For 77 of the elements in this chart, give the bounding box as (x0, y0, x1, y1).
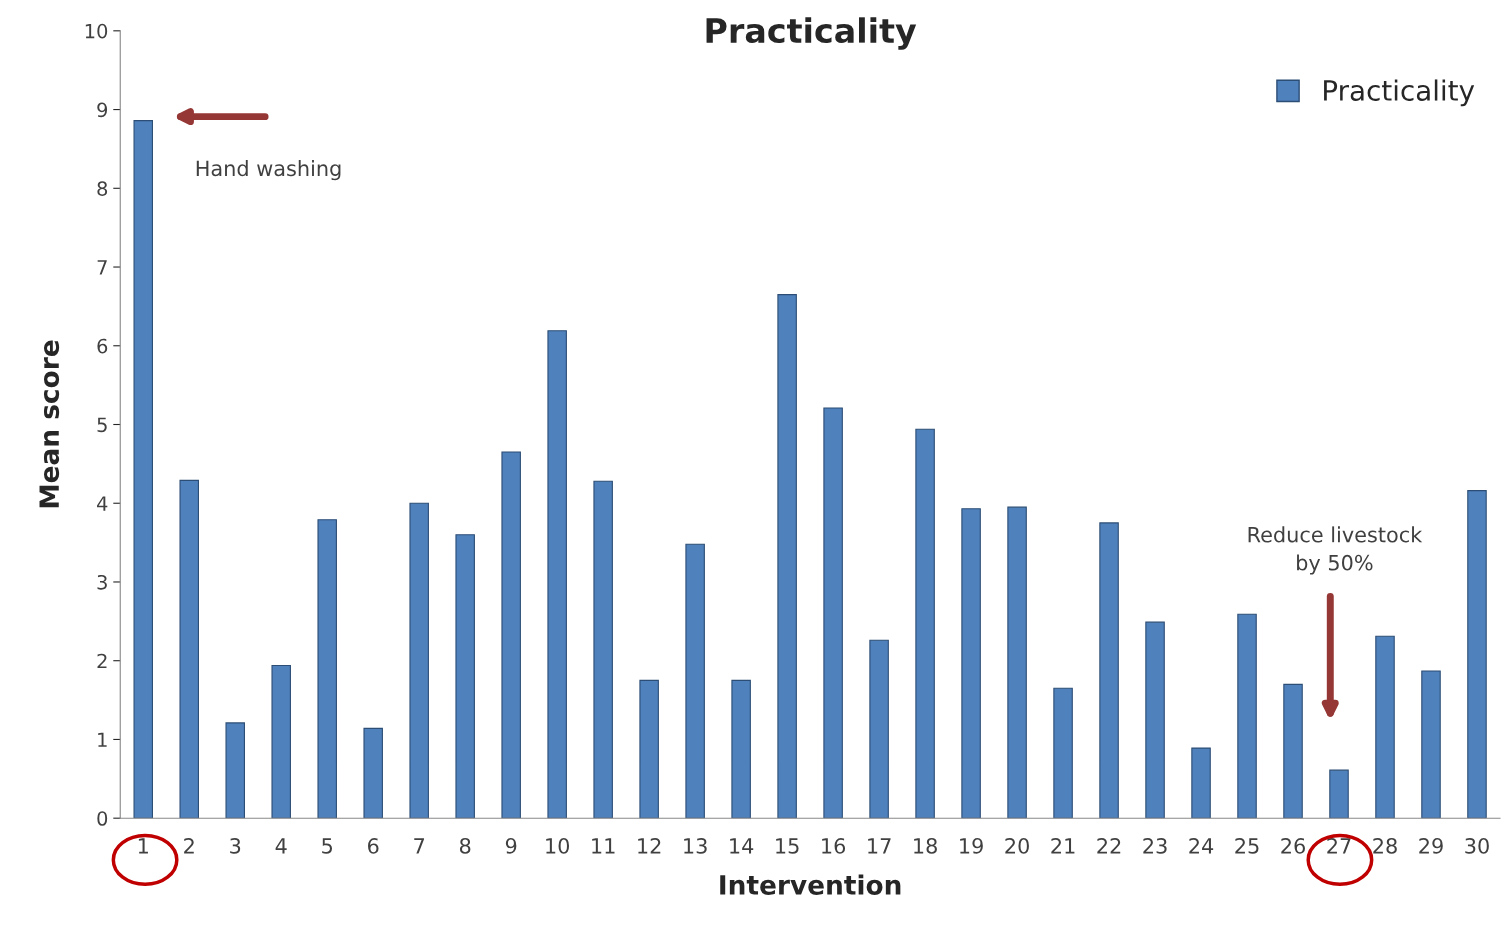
x-axis-title: Intervention (720, 874, 901, 895)
bar (271, 664, 291, 819)
chart-title: Practicality (706, 17, 917, 50)
bar (731, 679, 751, 819)
bar (225, 722, 245, 819)
bar (179, 479, 199, 819)
bar (1145, 621, 1165, 819)
y-tick-label: 3 (97, 574, 107, 590)
bar (1467, 490, 1487, 819)
x-tick-label: 10 (546, 838, 570, 854)
bar (915, 428, 935, 819)
bar (363, 727, 383, 819)
bar (1329, 769, 1349, 819)
y-tick-label: 4 (97, 496, 108, 511)
y-axis-title: Mean score (39, 340, 60, 508)
y-tick-label: 6 (97, 338, 108, 354)
bar (961, 508, 981, 819)
x-tick-label: 13 (684, 838, 707, 854)
bar (547, 330, 567, 819)
bar (1237, 613, 1257, 819)
bar (777, 294, 797, 819)
x-tick-label: 19 (960, 838, 983, 854)
x-tick-label: 29 (1419, 838, 1443, 854)
x-tick-label: 24 (1189, 838, 1214, 854)
y-tick-label: 2 (97, 653, 107, 669)
y-tick-label: 5 (97, 417, 107, 433)
y-tick-label: 9 (97, 102, 108, 118)
y-tick-label: 1 (98, 732, 107, 747)
x-tick-label: 25 (1235, 838, 1259, 854)
x-tick-label: 21 (1051, 838, 1075, 854)
bar (1053, 687, 1073, 819)
x-tick-label: 5 (322, 838, 333, 854)
x-tick-label: 2 (184, 838, 194, 854)
bar (455, 534, 475, 819)
annotation: Hand washing (196, 160, 341, 181)
x-tick-label: 3 (230, 838, 241, 854)
x-tick-label: 9 (505, 838, 517, 854)
x-tick-label: 20 (1005, 838, 1029, 854)
x-tick-label: 4 (275, 838, 287, 854)
bar (1007, 506, 1027, 819)
legend-label: Practicality (1324, 79, 1475, 107)
x-tick-label: 23 (1143, 838, 1167, 854)
bar (1421, 670, 1441, 819)
x-tick-label: 26 (1281, 838, 1305, 854)
bar (593, 480, 613, 819)
x-tick-label: 18 (914, 838, 937, 854)
bar (1375, 635, 1395, 819)
x-tick-label: 15 (776, 838, 799, 854)
bar (133, 120, 153, 819)
y-tick-label: 0 (97, 811, 108, 826)
y-tick-label: 8 (97, 181, 108, 196)
bar (869, 639, 889, 819)
x-tick-label: 27 (1327, 838, 1351, 854)
x-tick-label: 6 (368, 838, 379, 854)
x-tick-label: 7 (414, 838, 425, 854)
bar (409, 502, 429, 819)
annotation: Reduce livestock by 50% (1248, 526, 1423, 575)
x-tick-label: 16 (822, 838, 846, 854)
bar (1283, 683, 1303, 819)
x-tick-label: 8 (459, 838, 471, 854)
bar (317, 519, 337, 819)
y-tick-label: 7 (97, 260, 107, 275)
bar (501, 451, 521, 819)
x-tick-label: 17 (868, 838, 891, 854)
bar (823, 407, 843, 819)
x-tick-label: 28 (1373, 838, 1397, 854)
bar (639, 679, 659, 819)
bar (1099, 522, 1119, 819)
y-tick-label: 10 (85, 23, 108, 39)
x-tick-label: 30 (1465, 838, 1489, 854)
x-tick-label: 11 (592, 838, 615, 854)
x-tick-label: 14 (730, 838, 754, 854)
bar (1191, 747, 1211, 819)
x-tick-label: 1 (138, 838, 148, 854)
bar (685, 543, 705, 819)
x-tick-label: 22 (1097, 838, 1121, 854)
x-tick-label: 12 (638, 838, 661, 854)
